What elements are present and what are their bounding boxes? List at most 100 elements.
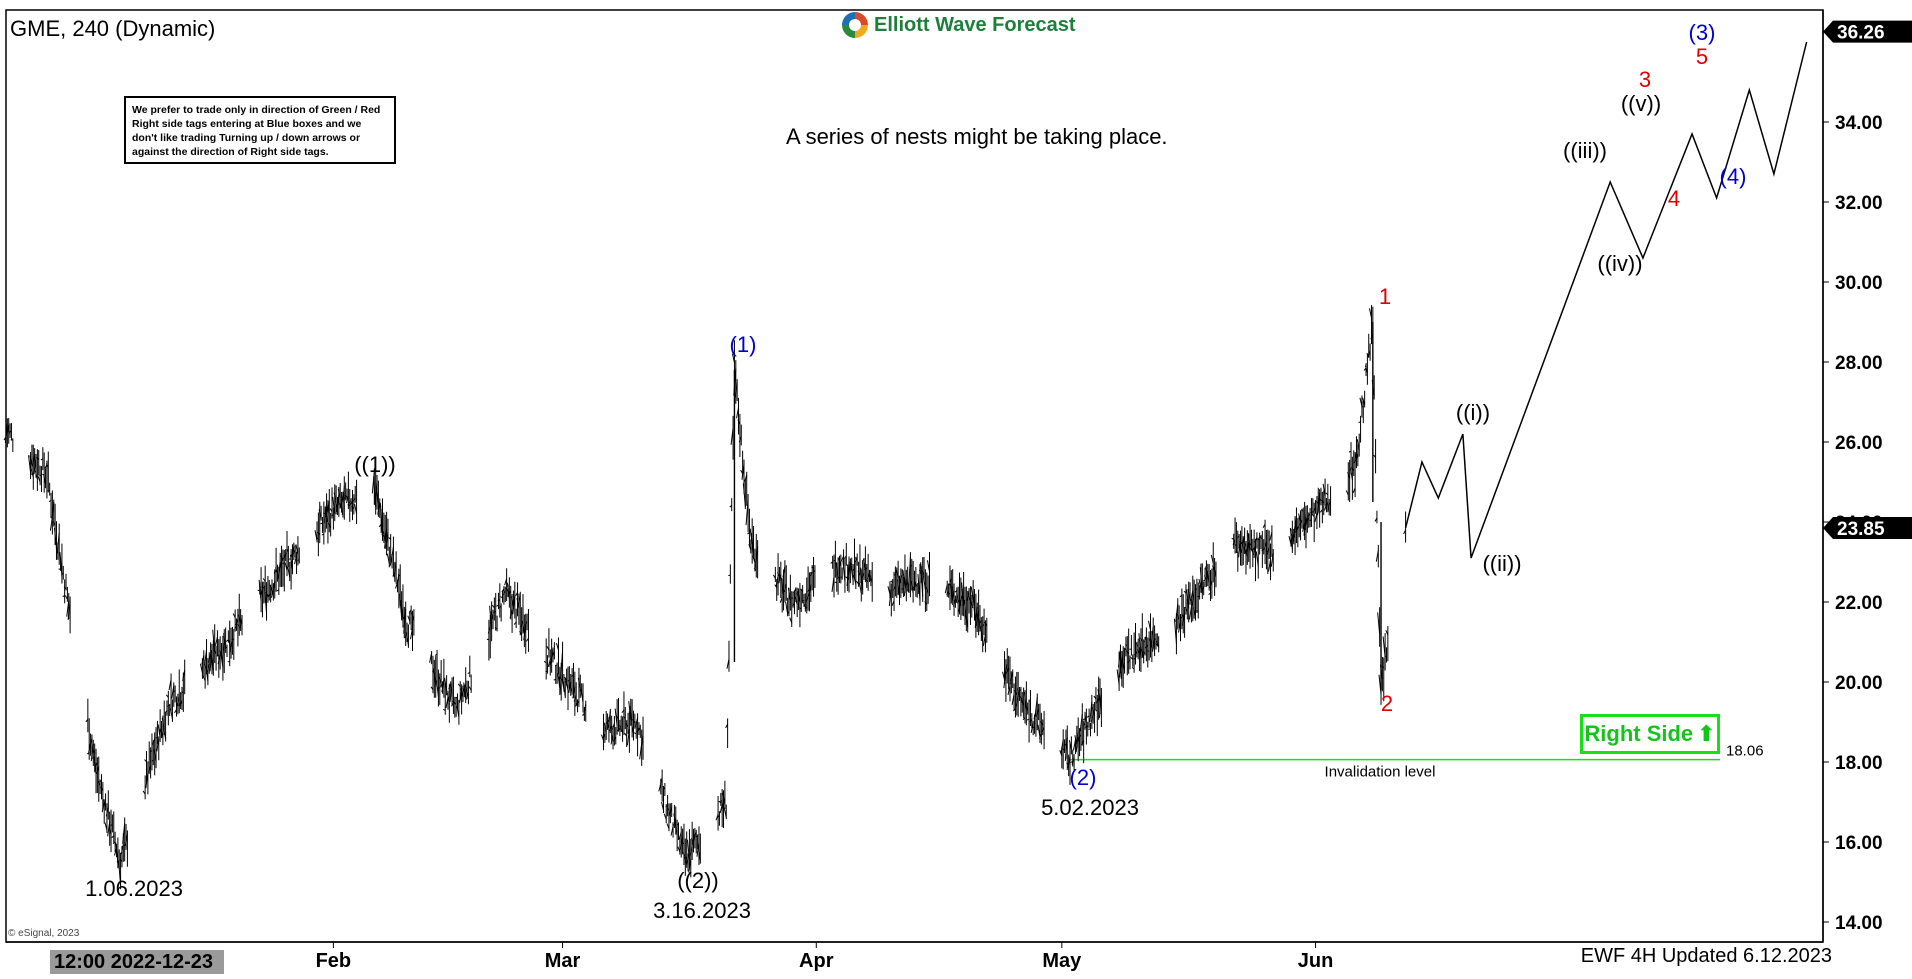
ohlc-bar-open: [34, 470, 38, 480]
ohlc-bar-open: [43, 474, 47, 485]
ohlc-bar-open: [1133, 657, 1136, 660]
ohlc-bar-open: [491, 604, 495, 609]
ohlc-bar-open: [610, 734, 614, 745]
ohlc-bar-open: [1009, 682, 1012, 685]
ohlc-bar-open: [555, 642, 559, 651]
ohlc-bar-open: [565, 680, 569, 691]
ohlc-bar-open: [33, 457, 37, 475]
ohlc-bar-open: [282, 562, 285, 565]
ohlc-bar-open: [504, 578, 508, 586]
ohlc-bar-open: [1307, 513, 1311, 517]
disclaimer-box: We prefer to trade only in direction of …: [124, 96, 396, 164]
ohlc-bar-open: [1209, 580, 1213, 589]
ohlc-bar-open: [747, 532, 750, 535]
ohlc-bar-open: [1096, 697, 1100, 704]
ohlc-bar-open: [1138, 633, 1142, 660]
ohlc-bar-open: [487, 626, 491, 634]
ohlc-bar-open: [1067, 755, 1071, 768]
ohlc-bar-open: [862, 558, 866, 569]
ohlc-bar-open: [1036, 708, 1040, 717]
ohlc-bar-open: [1085, 725, 1089, 728]
ohlc-bar-open: [1253, 545, 1257, 556]
ohlc-bar-open: [681, 842, 685, 845]
ohlc-bar-open: [1116, 669, 1120, 685]
ohlc-bar-open: [917, 574, 921, 601]
ohlc-bar-open: [1352, 487, 1356, 494]
ohlc-bar-open: [978, 619, 982, 623]
ohlc-bar-open: [339, 503, 343, 509]
wave-label: ((iv)): [1597, 251, 1642, 276]
ohlc-bar-open: [89, 738, 93, 747]
ohlc-bar-open: [320, 522, 323, 525]
ohlc-bar-open: [210, 650, 214, 671]
ohlc-bar-open: [1071, 757, 1075, 765]
ohlc-bar-open: [676, 823, 679, 826]
ohlc-bar-open: [508, 590, 512, 596]
ohlc-bar-open: [1257, 538, 1260, 541]
ohlc-bar-open: [730, 427, 734, 445]
ohlc-bar-open: [974, 607, 978, 628]
ohlc-bar-open: [489, 605, 493, 630]
ohlc-bar-open: [517, 596, 521, 606]
ohlc-bar-open: [636, 727, 640, 733]
ohlc-bar-open: [1123, 647, 1127, 651]
ohlc-bar-open: [576, 700, 580, 704]
ohlc-bar-open: [325, 504, 329, 517]
ohlc-bar-open: [403, 608, 407, 634]
ohlc-bar-open: [66, 600, 70, 617]
ohlc-bar-open: [1262, 523, 1266, 529]
ohlc-bar-open: [400, 600, 404, 622]
ohlc-bar-open: [1078, 734, 1082, 738]
ohlc-bar-open: [805, 595, 809, 602]
ohlc-bar-open: [567, 679, 570, 682]
ohlc-bar-open: [793, 588, 797, 593]
y-tick-label: 32.00: [1835, 193, 1883, 214]
ohlc-bar-open: [617, 727, 621, 732]
ohlc-bar-open: [830, 561, 833, 564]
ohlc-bar-open: [122, 823, 126, 844]
ohlc-bar-open: [1092, 706, 1096, 717]
ohlc-bar-open: [321, 533, 324, 536]
ohlc-bar-open: [1022, 717, 1026, 721]
ohlc-bar-open: [340, 495, 344, 506]
ohlc-bar-open: [272, 581, 276, 595]
ohlc-bar-open: [1029, 719, 1033, 723]
invalidation-label: Invalidation level: [1325, 764, 1436, 781]
ohlc-bar-open: [737, 419, 741, 425]
ohlc-bar-open: [957, 599, 960, 604]
ohlc-bar-open: [1345, 490, 1349, 496]
ohlc-bar-open: [393, 560, 397, 578]
ohlc-bar-open: [787, 587, 791, 601]
ohlc-bar-open: [7, 430, 11, 435]
ohlc-bar-open: [800, 588, 804, 592]
ohlc-bar-open: [430, 686, 434, 690]
ohlc-bar-open: [100, 786, 104, 791]
price-marker: 36.26: [1823, 20, 1912, 44]
ohlc-bar-open: [1180, 614, 1184, 619]
ohlc-bar-open: [1127, 658, 1131, 663]
ohlc-bar-open: [959, 595, 963, 602]
wave-label: ((ii)): [1482, 551, 1521, 576]
ohlc-bar-open: [849, 561, 853, 566]
ohlc-bar-open: [922, 575, 926, 591]
ohlc-bar-open: [1266, 547, 1270, 555]
ohlc-bar-open: [490, 611, 494, 621]
ohlc-bar-open: [513, 621, 517, 625]
logo-text: Elliott Wave Forecast: [874, 13, 1076, 36]
wave-label: 4: [1668, 186, 1680, 211]
ohlc-bar-open: [48, 500, 52, 503]
ohlc-bar-open: [543, 660, 547, 664]
ohlc-bar-open: [283, 553, 287, 560]
ohlc-bar-open: [1268, 559, 1272, 572]
ohlc-bar-open: [890, 580, 894, 584]
ohlc-bar-open: [405, 632, 409, 646]
ohlc-bar-open: [786, 610, 790, 614]
ohlc-bar-open: [1176, 613, 1180, 621]
ohlc-bar-open: [984, 621, 988, 627]
ohlc-bar-open: [171, 685, 175, 699]
ohlc-bar-open: [1263, 541, 1267, 550]
ohlc-bar-open: [663, 813, 667, 820]
ohlc-bar-open: [516, 598, 520, 609]
ohlc-bar-open: [740, 469, 744, 474]
